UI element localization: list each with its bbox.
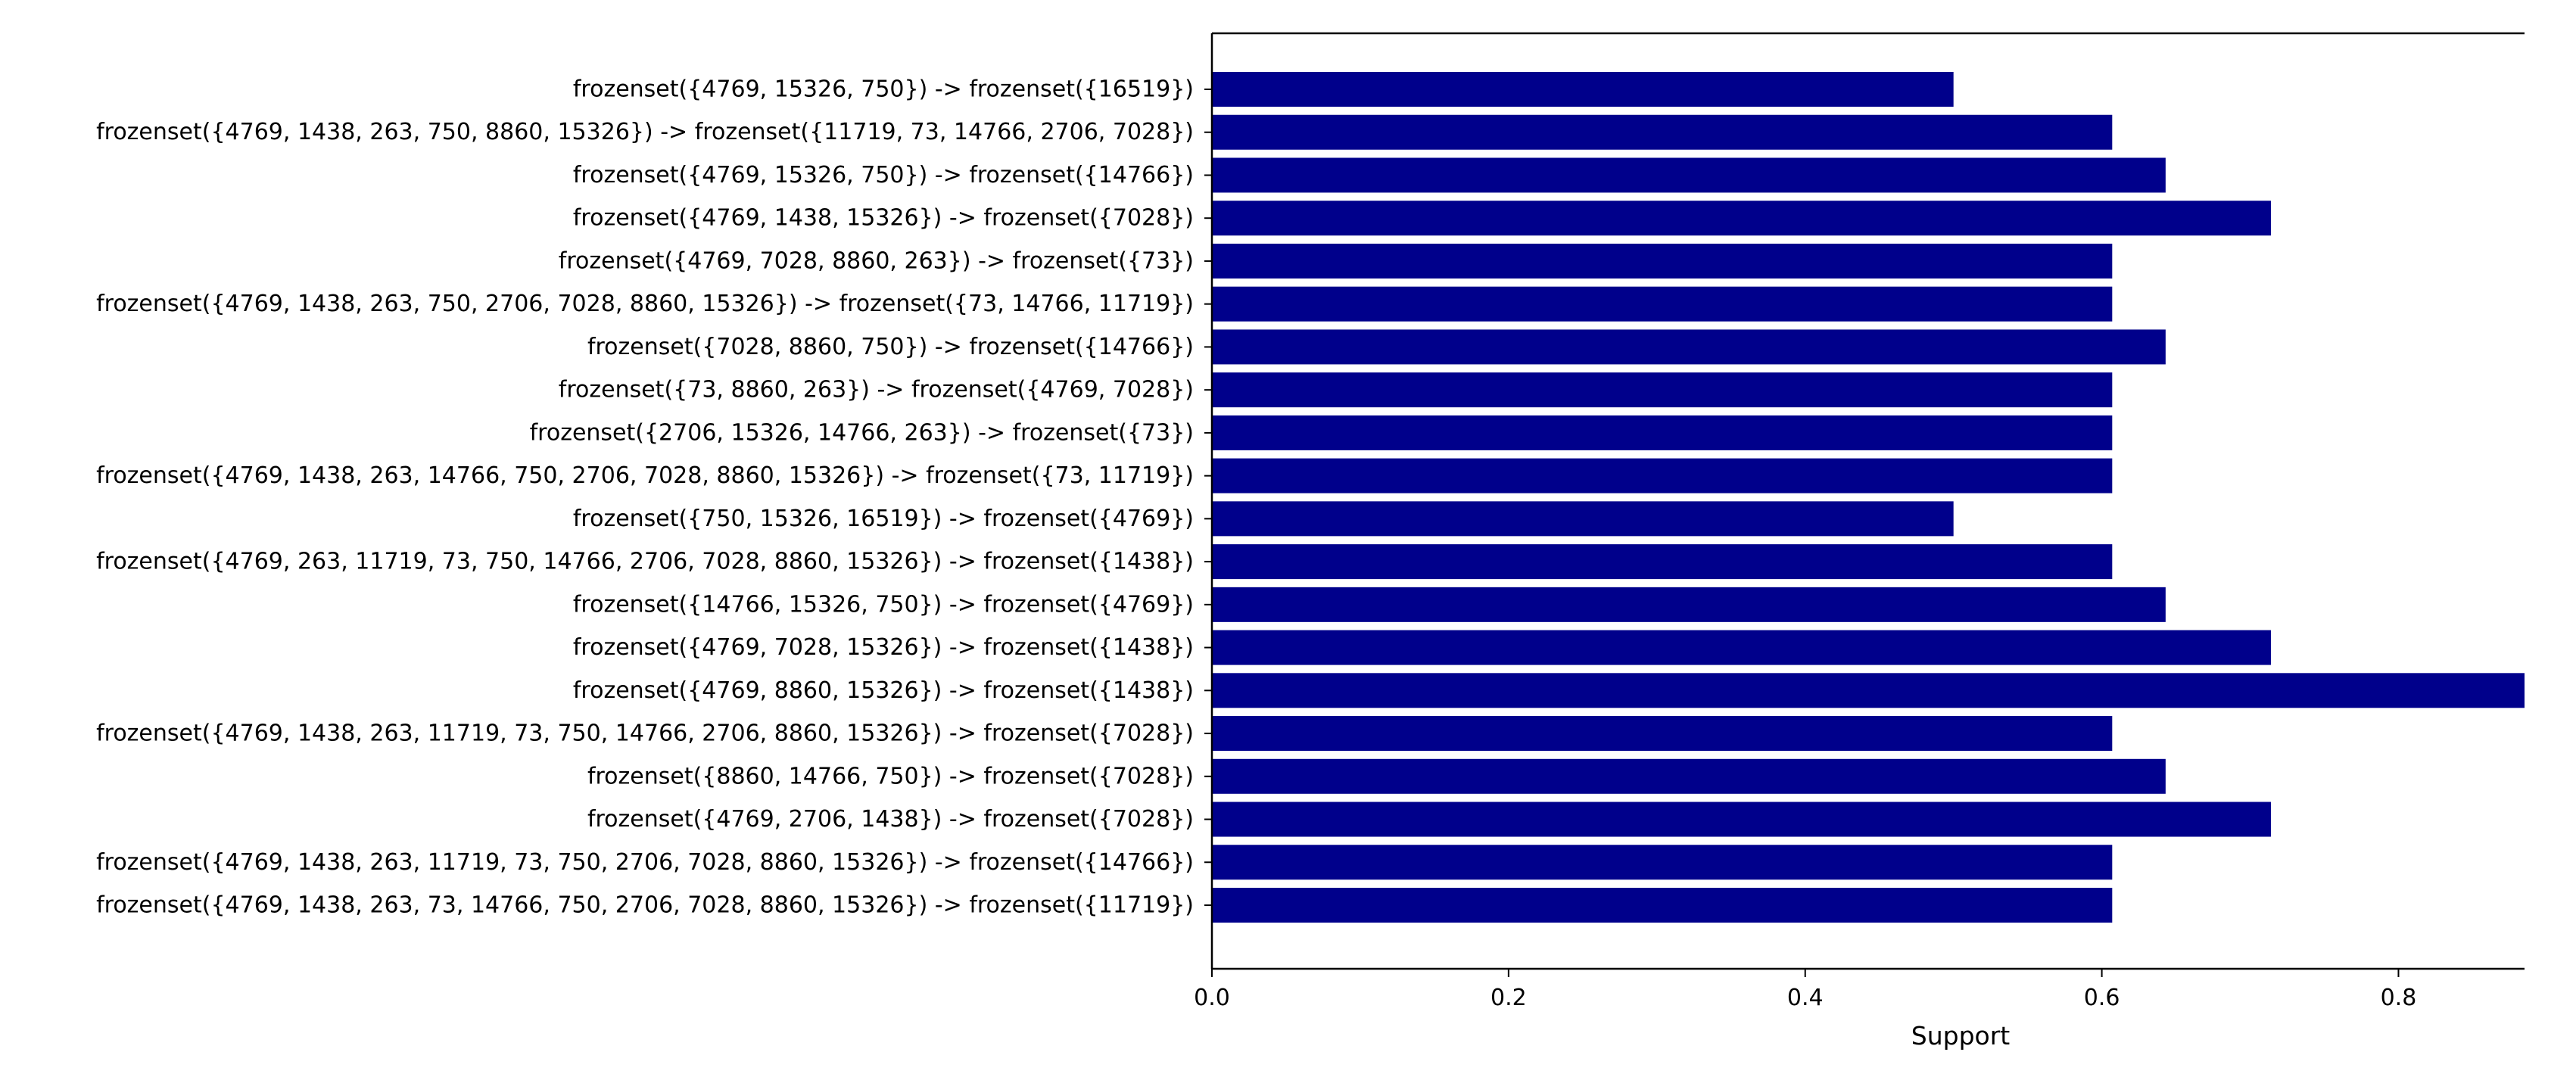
category-label-19: frozenset({4769, 1438, 263, 11719, 73, 7… — [96, 849, 1194, 876]
x-tick-label-5: 0.8 — [2381, 985, 2417, 1011]
bar-13 — [1212, 587, 2166, 622]
category-label-3: frozenset({4769, 15326, 750}) -> frozens… — [573, 162, 1194, 188]
category-label-5: frozenset({4769, 7028, 8860, 263}) -> fr… — [559, 247, 1194, 274]
category-label-4: frozenset({4769, 1438, 15326}) -> frozen… — [573, 205, 1194, 232]
category-label-14: frozenset({4769, 7028, 15326}) -> frozen… — [573, 634, 1194, 661]
bar-6 — [1212, 286, 2113, 322]
category-label-13: frozenset({14766, 15326, 750}) -> frozen… — [573, 591, 1194, 618]
category-label-11: frozenset({750, 15326, 16519}) -> frozen… — [573, 506, 1194, 532]
bar-11 — [1212, 501, 1954, 537]
bars — [1212, 72, 2525, 923]
bar-10 — [1212, 458, 2113, 493]
bar-3 — [1212, 157, 2166, 193]
bar-4 — [1212, 201, 2271, 236]
x-tick-label-2: 0.2 — [1490, 985, 1527, 1011]
bar-7 — [1212, 329, 2166, 365]
category-label-12: frozenset({4769, 263, 11719, 73, 750, 14… — [96, 549, 1194, 575]
category-label-9: frozenset({2706, 15326, 14766, 263}) -> … — [530, 419, 1194, 446]
bar-16 — [1212, 716, 2113, 752]
bar-12 — [1212, 544, 2113, 580]
bar-18 — [1212, 802, 2271, 837]
x-tick-label-1: 0.0 — [1194, 985, 1230, 1011]
axes — [1210, 32, 2525, 970]
category-label-8: frozenset({73, 8860, 263}) -> frozenset(… — [559, 377, 1194, 403]
category-label-1: frozenset({4769, 15326, 750}) -> frozens… — [573, 76, 1194, 103]
bar-17 — [1212, 758, 2166, 794]
x-tick-label-4: 0.6 — [2084, 985, 2120, 1011]
x-axis-label: Support — [1911, 1021, 2011, 1051]
category-label-15: frozenset({4769, 8860, 15326}) -> frozen… — [573, 677, 1194, 704]
category-label-6: frozenset({4769, 1438, 263, 750, 2706, 7… — [96, 291, 1194, 317]
bar-20 — [1212, 888, 2113, 923]
bar-9 — [1212, 415, 2113, 450]
bar-19 — [1212, 845, 2113, 880]
category-label-18: frozenset({4769, 2706, 1438}) -> frozens… — [587, 806, 1194, 833]
category-label-7: frozenset({7028, 8860, 750}) -> frozense… — [587, 334, 1194, 360]
bar-5 — [1212, 243, 2113, 279]
category-labels: frozenset({4769, 15326, 750}) -> frozens… — [96, 76, 1212, 919]
bar-15 — [1212, 673, 2525, 708]
category-label-10: frozenset({4769, 1438, 263, 14766, 750, … — [96, 462, 1194, 489]
x-tick-label-3: 0.4 — [1787, 985, 1824, 1011]
bar-8 — [1212, 372, 2113, 408]
category-label-20: frozenset({4769, 1438, 263, 73, 14766, 7… — [96, 892, 1194, 919]
category-label-17: frozenset({8860, 14766, 750}) -> frozens… — [587, 763, 1194, 789]
bar-14 — [1212, 630, 2271, 665]
bar-2 — [1212, 114, 2113, 150]
category-label-2: frozenset({4769, 1438, 263, 750, 8860, 1… — [96, 119, 1194, 145]
category-label-16: frozenset({4769, 1438, 263, 11719, 73, 7… — [96, 721, 1194, 747]
x-axis-ticks: 0.0 0.2 0.4 0.6 0.8 — [1194, 969, 2416, 1011]
bar-1 — [1212, 72, 1954, 107]
